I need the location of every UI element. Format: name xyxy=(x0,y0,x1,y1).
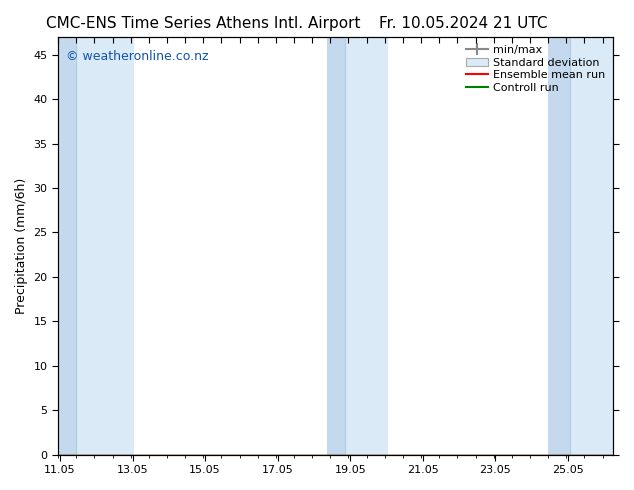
Bar xyxy=(76,37,134,455)
Text: © weatheronline.co.nz: © weatheronline.co.nz xyxy=(67,49,209,63)
Text: CMC-ENS Time Series Athens Intl. Airport: CMC-ENS Time Series Athens Intl. Airport xyxy=(46,16,360,31)
Bar xyxy=(58,37,76,455)
Bar xyxy=(58,37,76,455)
Bar xyxy=(327,37,345,455)
Bar xyxy=(548,37,570,455)
Bar xyxy=(345,37,389,455)
Legend: min/max, Standard deviation, Ensemble mean run, Controll run: min/max, Standard deviation, Ensemble me… xyxy=(463,43,608,96)
Bar xyxy=(570,37,614,455)
Bar xyxy=(327,37,345,455)
Y-axis label: Precipitation (mm/6h): Precipitation (mm/6h) xyxy=(15,178,28,314)
Text: Fr. 10.05.2024 21 UTC: Fr. 10.05.2024 21 UTC xyxy=(378,16,547,31)
Bar xyxy=(548,37,570,455)
